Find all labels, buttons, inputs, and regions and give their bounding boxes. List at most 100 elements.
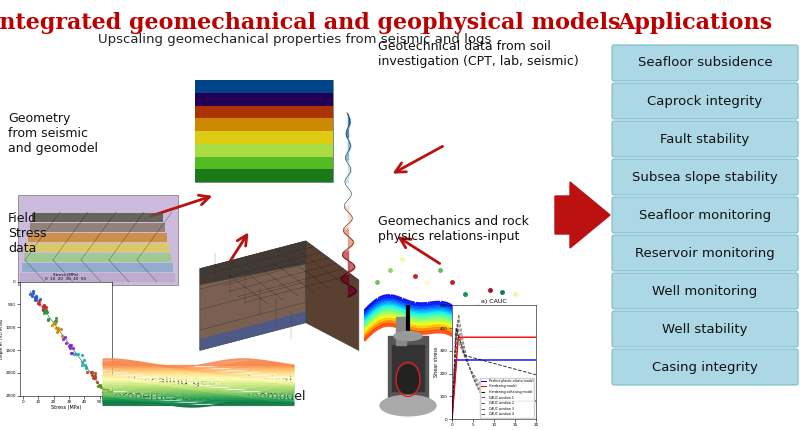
Point xyxy=(38,304,51,310)
Point xyxy=(65,342,78,349)
Polygon shape xyxy=(200,241,358,308)
Line: Perfect plastic-elastic model: Perfect plastic-elastic model xyxy=(452,360,536,419)
Point xyxy=(30,293,42,300)
Point xyxy=(75,362,88,369)
Hardening softening model xyxy=(524,370,534,375)
Point xyxy=(39,308,52,315)
Point xyxy=(51,328,64,335)
X-axis label: Stress (MPa): Stress (MPa) xyxy=(51,405,81,410)
FancyBboxPatch shape xyxy=(195,169,333,182)
Point xyxy=(51,325,64,332)
Point xyxy=(71,351,84,358)
Perfect plastic-elastic model xyxy=(447,413,457,418)
Hardening model xyxy=(498,335,507,340)
Point xyxy=(40,307,53,313)
Point xyxy=(85,369,98,375)
Hardening model xyxy=(524,335,534,340)
Point xyxy=(78,357,90,364)
Point xyxy=(49,318,62,325)
Hardening model xyxy=(531,335,541,340)
Point xyxy=(39,304,52,310)
Point xyxy=(52,327,65,334)
Text: Caprock integrity: Caprock integrity xyxy=(647,95,762,108)
Point xyxy=(30,292,42,299)
Point xyxy=(84,368,97,375)
Point xyxy=(41,308,54,315)
Polygon shape xyxy=(306,241,358,350)
Point xyxy=(87,372,100,379)
Point xyxy=(102,387,114,394)
Hardening model xyxy=(498,335,507,340)
Point xyxy=(49,325,62,332)
Point xyxy=(49,319,62,326)
Hardening softening model xyxy=(451,326,461,331)
Point xyxy=(26,288,39,295)
Point xyxy=(37,307,50,313)
Point xyxy=(38,302,50,309)
Point xyxy=(86,374,99,381)
Text: Integrated geomechanical and geophysical models: Integrated geomechanical and geophysical… xyxy=(0,12,621,34)
FancyBboxPatch shape xyxy=(195,93,333,105)
FancyBboxPatch shape xyxy=(195,144,333,157)
Text: Subsea slope stability: Subsea slope stability xyxy=(632,171,778,184)
Point xyxy=(33,298,46,304)
Y-axis label: Shear stress: Shear stress xyxy=(434,347,438,378)
Point xyxy=(38,310,50,316)
Point xyxy=(64,344,77,351)
FancyBboxPatch shape xyxy=(612,311,798,347)
Point xyxy=(80,364,93,371)
Point xyxy=(66,350,78,357)
Point xyxy=(27,289,40,296)
Text: Fault stability: Fault stability xyxy=(660,132,750,145)
Hardening softening model xyxy=(518,369,528,374)
Polygon shape xyxy=(200,241,306,350)
Text: Geomechanics and rock
physics relations-input: Geomechanics and rock physics relations-… xyxy=(378,215,529,243)
Point xyxy=(101,391,114,398)
Point xyxy=(37,302,50,309)
FancyBboxPatch shape xyxy=(18,195,178,285)
Text: Geometry
from seismic
and geomodel: Geometry from seismic and geomodel xyxy=(8,112,98,155)
FancyBboxPatch shape xyxy=(612,83,798,119)
Point xyxy=(29,297,42,304)
Hardening model xyxy=(447,417,457,422)
Point xyxy=(91,383,104,390)
Text: Reservoir monitoring: Reservoir monitoring xyxy=(635,246,775,259)
Text: Upscaling geo-mechanical
properties based on geomodel: Upscaling geo-mechanical properties base… xyxy=(114,375,306,403)
FancyBboxPatch shape xyxy=(612,121,798,157)
Hardening model xyxy=(447,413,457,418)
Bar xyxy=(396,316,406,345)
FancyBboxPatch shape xyxy=(612,273,798,309)
FancyBboxPatch shape xyxy=(32,213,163,222)
FancyBboxPatch shape xyxy=(612,197,798,233)
Point xyxy=(37,305,50,312)
Point xyxy=(81,368,94,375)
Point xyxy=(42,316,54,322)
Point xyxy=(65,350,78,356)
Point xyxy=(49,319,62,326)
Point xyxy=(66,344,79,351)
Point xyxy=(47,320,60,327)
Title: Stress (MPa)
0  10  20  30  40  50: Stress (MPa) 0 10 20 30 40 50 xyxy=(46,273,86,281)
Text: Seafloor monitoring: Seafloor monitoring xyxy=(639,209,771,221)
Point xyxy=(23,291,36,298)
FancyBboxPatch shape xyxy=(195,118,333,131)
Bar xyxy=(388,336,428,399)
Hardening model xyxy=(454,335,463,340)
Point xyxy=(64,341,77,348)
Point xyxy=(42,317,54,324)
Point xyxy=(90,378,103,385)
Hardening softening model xyxy=(531,372,541,378)
Hardening softening model xyxy=(447,417,457,422)
Perfect plastic-elastic model xyxy=(518,357,528,362)
FancyBboxPatch shape xyxy=(24,253,171,262)
Point xyxy=(59,334,72,341)
Point xyxy=(89,375,102,381)
FancyBboxPatch shape xyxy=(195,105,333,118)
Point xyxy=(32,300,45,307)
FancyBboxPatch shape xyxy=(612,349,798,385)
FancyBboxPatch shape xyxy=(26,243,169,252)
Polygon shape xyxy=(555,182,610,248)
Point xyxy=(46,322,58,329)
Point xyxy=(100,387,113,394)
Point xyxy=(26,292,38,299)
